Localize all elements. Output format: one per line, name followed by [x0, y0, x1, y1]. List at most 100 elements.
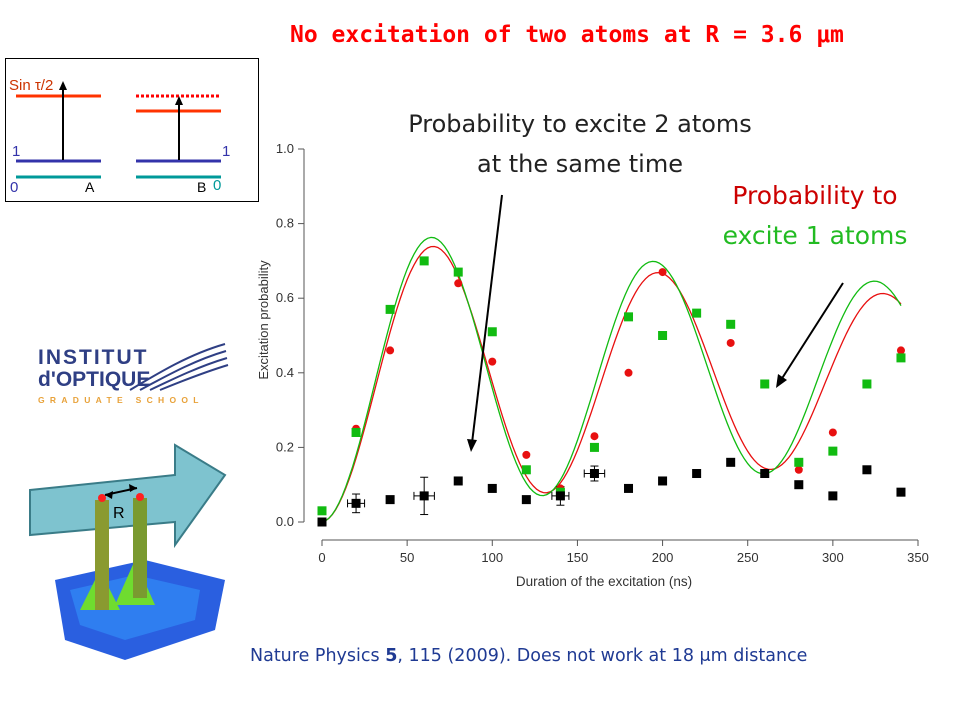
data-point-series-1 [658, 331, 668, 340]
data-point-series-0 [896, 346, 905, 355]
y-tick-label: 1.0 [276, 141, 294, 156]
data-point-series-0 [488, 357, 497, 366]
laser-beam-arrow [29, 443, 227, 549]
data-point-series-0 [794, 465, 803, 474]
data-point-series-2 [862, 465, 872, 475]
data-point-series-2 [385, 495, 395, 505]
y-axis-label: Excitation probability [256, 260, 271, 380]
data-point-series-1 [317, 506, 327, 516]
data-point-series-0 [658, 268, 667, 277]
x-tick-label: 100 [481, 550, 503, 565]
atom-fluorescence-image: R [29, 443, 227, 660]
x-tick-label: 250 [737, 550, 759, 565]
arrow-two-atoms [471, 194, 503, 444]
logo-line-2: d'OPTIQUE [38, 368, 151, 391]
label-atom-a: A [85, 179, 95, 195]
data-point-series-2 [692, 469, 702, 479]
distance-arrow-left [105, 491, 113, 499]
atom-b-top [136, 493, 144, 501]
reference-journal: Nature Physics [250, 646, 386, 666]
data-point-series-2 [555, 491, 565, 501]
data-point-series-0 [726, 338, 735, 347]
x-tick-label: 0 [318, 550, 325, 565]
y-tick-label: 0.2 [276, 439, 294, 454]
data-point-series-0 [454, 279, 463, 288]
data-point-series-2 [453, 476, 463, 486]
fit-curve-1 [321, 236, 902, 523]
energy-level-inset: Sin τ/2 1 1 0 0 A B [5, 58, 259, 202]
data-point-series-2 [317, 517, 327, 527]
data-point-series-2 [487, 483, 497, 493]
data-point-series-0 [624, 368, 633, 377]
reference-rest: , 115 (2009). Does not work at 18 μm dis… [397, 646, 808, 666]
data-point-series-2 [658, 476, 668, 486]
data-point-series-2 [726, 457, 736, 467]
annotation-two-atoms: Probability to excite 2 atoms at the sam… [350, 104, 810, 184]
atom-b-peak [133, 498, 147, 598]
pointer-arrows [467, 194, 844, 452]
logo-swoosh [129, 343, 229, 391]
data-point-series-1 [896, 353, 906, 363]
data-point-series-1 [589, 442, 599, 452]
data-point-series-2 [794, 480, 804, 490]
data-point-series-0 [590, 432, 599, 441]
distance-arrow-right [129, 484, 137, 492]
data-point-series-0 [522, 450, 531, 459]
data-point-series-1 [828, 446, 838, 456]
arrow-head-a [59, 81, 67, 90]
data-point-series-2 [828, 491, 838, 501]
data-point-series-2 [521, 495, 531, 505]
distance-label: R [113, 505, 125, 522]
data-point-series-1 [692, 308, 702, 318]
slide-title: No excitation of two atoms at R = 3.6 μm [290, 22, 844, 48]
arrow-head-b [175, 96, 183, 105]
data-point-series-1 [794, 457, 804, 467]
x-tick-label: 150 [567, 550, 589, 565]
energy-level-diagram [16, 81, 221, 179]
data-point-series-1 [862, 379, 872, 389]
fit-curve-0 [321, 245, 902, 523]
annotation-two-atoms-line2: at the same time [477, 150, 683, 178]
data-point-series-2 [760, 469, 770, 479]
annotation-one-atom-line1: Probability to [732, 181, 898, 210]
annotation-one-atom: Probability to excite 1 atoms [690, 176, 940, 256]
arrow-one-atom-head [776, 374, 787, 388]
y-tick-label: 0.4 [276, 365, 294, 380]
annotation-two-atoms-line1: Probability to excite 2 atoms [408, 110, 752, 138]
chart-fits [321, 236, 902, 523]
data-point-series-1 [487, 327, 497, 337]
label-level-0-right: 0 [213, 177, 222, 194]
atom-a-top [98, 494, 106, 502]
x-tick-label: 200 [652, 550, 674, 565]
data-point-series-2 [351, 498, 361, 508]
data-point-series-2 [896, 487, 906, 497]
data-point-series-1 [351, 427, 361, 437]
data-point-series-1 [419, 256, 429, 266]
label-atom-b: B [197, 179, 207, 195]
arrow-two-atoms-head [467, 439, 477, 452]
label-level-1-right: 1 [222, 143, 231, 160]
chart-points [317, 256, 906, 527]
data-point-series-2 [419, 491, 429, 501]
data-point-series-1 [726, 319, 736, 329]
logo-line-1: INSTITUT [38, 346, 149, 369]
data-point-series-1 [760, 379, 770, 389]
x-axis-label: Duration of the excitation (ns) [516, 574, 692, 589]
label-level-1-left: 1 [12, 143, 21, 160]
logo-line-3: GRADUATE SCHOOL [38, 395, 204, 405]
x-tick-label: 300 [822, 550, 844, 565]
reference-volume: 5 [385, 646, 398, 666]
label-sin: Sin τ/2 [9, 77, 54, 94]
y-tick-label: 0.8 [276, 216, 294, 231]
data-point-series-0 [828, 428, 837, 437]
atom-a-peak [95, 500, 109, 610]
arrow-one-atom [780, 282, 844, 381]
x-tick-label: 350 [907, 550, 929, 565]
institut-optique-logo: INSTITUT d'OPTIQUE GRADUATE SCHOOL [38, 343, 229, 405]
chart-axes: 0 50 100 150 200 250 300 350 0.0 0.2 0.4 0.6 0.8 1.0 [276, 141, 929, 565]
label-level-0-left: 0 [10, 179, 19, 196]
reference-citation: Nature Physics 5, 115 (2009). Does not w… [250, 646, 807, 666]
data-point-series-1 [453, 267, 463, 277]
data-point-series-2 [624, 483, 634, 493]
